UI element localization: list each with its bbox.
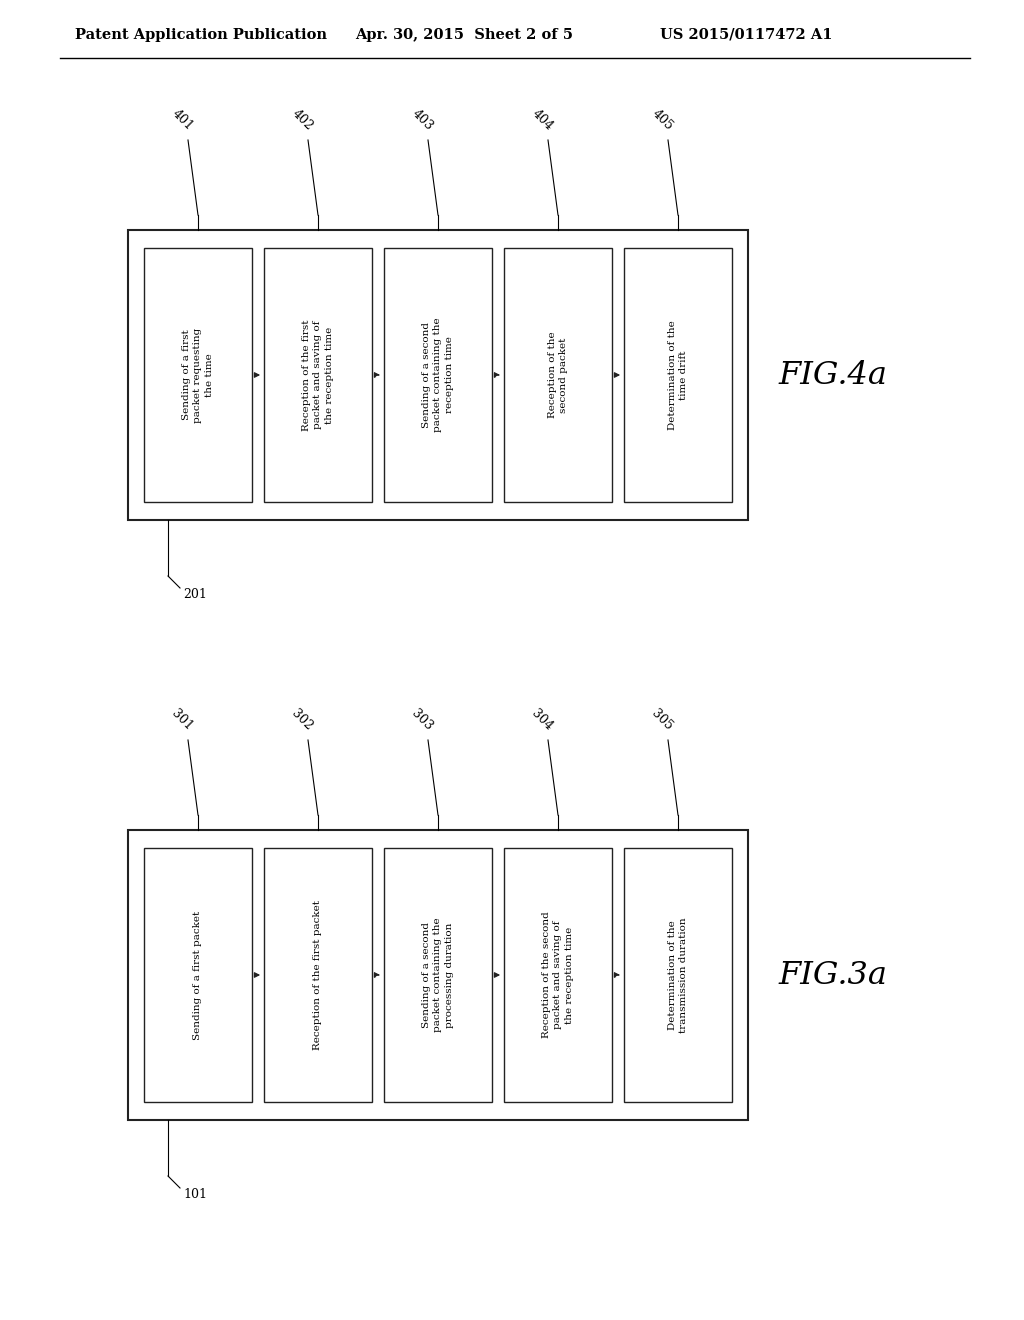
Bar <box>384 248 492 502</box>
Text: 201: 201 <box>183 587 207 601</box>
Text: 301: 301 <box>169 706 196 733</box>
Text: Reception of the second
packet and saving of
the reception time: Reception of the second packet and savin… <box>542 912 574 1039</box>
Text: 303: 303 <box>409 706 435 733</box>
Text: Sending of a second
packet containing the
processing duration: Sending of a second packet containing th… <box>422 917 455 1032</box>
Bar <box>624 847 732 1102</box>
Text: FIG.3a: FIG.3a <box>778 960 887 990</box>
Bar <box>624 248 732 502</box>
Text: 304: 304 <box>529 706 555 733</box>
Text: Patent Application Publication: Patent Application Publication <box>75 28 327 42</box>
Text: 402: 402 <box>289 107 315 133</box>
Bar <box>144 847 252 1102</box>
Text: 302: 302 <box>289 708 315 733</box>
Text: Sending of a first
packet requesting
the time: Sending of a first packet requesting the… <box>181 327 214 422</box>
Bar <box>504 847 612 1102</box>
Text: Reception of the first packet: Reception of the first packet <box>313 900 323 1049</box>
Text: Reception of the
second packet: Reception of the second packet <box>548 331 568 418</box>
Text: Reception of the first
packet and saving of
the reception time: Reception of the first packet and saving… <box>302 319 334 430</box>
Text: 101: 101 <box>183 1188 207 1201</box>
Text: Sending of a second
packet containing the
reception time: Sending of a second packet containing th… <box>422 318 455 433</box>
Bar <box>264 248 372 502</box>
Bar <box>144 248 252 502</box>
Text: 305: 305 <box>649 708 675 733</box>
Text: 401: 401 <box>169 107 196 133</box>
Bar <box>128 230 748 520</box>
Text: Determination of the
time drift: Determination of the time drift <box>668 321 688 430</box>
Text: 404: 404 <box>529 107 555 133</box>
Text: Sending of a first packet: Sending of a first packet <box>194 911 203 1040</box>
Bar <box>504 248 612 502</box>
Text: US 2015/0117472 A1: US 2015/0117472 A1 <box>660 28 833 42</box>
Bar <box>128 830 748 1119</box>
Text: 403: 403 <box>409 107 435 133</box>
Text: Apr. 30, 2015  Sheet 2 of 5: Apr. 30, 2015 Sheet 2 of 5 <box>355 28 573 42</box>
Bar <box>384 847 492 1102</box>
Bar <box>264 847 372 1102</box>
Text: FIG.4a: FIG.4a <box>778 359 887 391</box>
Text: Determination of the
transmission duration: Determination of the transmission durati… <box>668 917 688 1032</box>
Text: 405: 405 <box>649 107 675 133</box>
